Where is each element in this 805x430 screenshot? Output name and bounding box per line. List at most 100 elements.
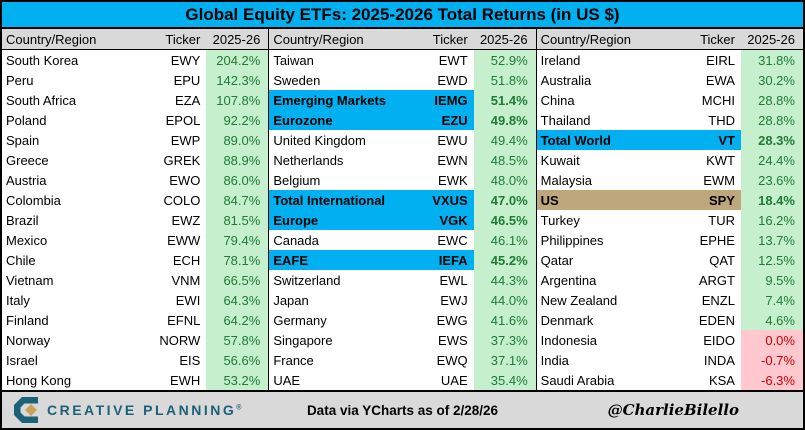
country-cell: Eurozone: [269, 110, 410, 130]
return-cell: 9.5%: [740, 270, 803, 290]
ticker-cell: UAE: [440, 372, 468, 388]
country-cell: Total World: [536, 130, 677, 150]
table-row: China MCHI 28.8%: [537, 90, 803, 110]
ticker-cell: EWQ: [436, 352, 468, 368]
country-cell: Indonesia: [540, 332, 598, 348]
table-row: Finland EFNL 64.2%: [2, 310, 269, 330]
table-row: Canada EWC 46.1%: [269, 230, 536, 250]
return-cell: 51.8%: [473, 70, 536, 90]
ticker-cell: EWD: [437, 72, 468, 88]
ticker-cell: VXUS: [409, 190, 474, 210]
etf-table-2: Country/Region Ticker 2025-26 Taiwan EWT 52.9…: [268, 29, 536, 390]
country-cell: Philippines: [540, 232, 604, 248]
ticker-cell: EWP: [170, 132, 201, 148]
return-cell: 0.0%: [740, 330, 803, 350]
footer: Data via YCharts as of 2/28/26 CREATIVE …: [2, 390, 803, 428]
country-cell: India: [540, 352, 569, 368]
column-header-ticker: Ticker: [165, 31, 201, 47]
ticker-cell: EPHE: [699, 232, 735, 248]
ticker-cell: EWC: [437, 232, 468, 248]
data-source-note: Data via YCharts as of 2/28/26: [306, 402, 499, 418]
ticker-cell: EWL: [439, 272, 468, 288]
country-cell: Austria: [6, 172, 47, 188]
country-cell: Argentina: [540, 272, 597, 288]
return-cell: 28.3%: [740, 130, 803, 150]
registered-mark: ®: [236, 404, 244, 412]
table-row: Indonesia EIDO 0.0%: [537, 330, 803, 350]
ticker-cell: EWN: [437, 152, 468, 168]
ticker-cell: QAT: [709, 252, 735, 268]
return-cell: 47.0%: [473, 190, 536, 210]
table-row: Taiwan EWT 52.9%: [269, 50, 536, 70]
return-cell: 46.5%: [473, 210, 536, 230]
ticker-cell: EWO: [169, 172, 201, 188]
table-row: Emerging Markets IEMG 51.4%: [269, 90, 536, 110]
return-cell: 56.6%: [206, 350, 269, 370]
table-row: Spain EWP 89.0%: [2, 130, 269, 150]
table-row: Kuwait KWT 24.4%: [537, 150, 803, 170]
ticker-cell: EPOL: [165, 112, 201, 128]
column-header-ticker: Ticker: [432, 31, 468, 47]
table-row: Italy EWI 64.3%: [2, 290, 269, 310]
return-cell: 78.1%: [206, 250, 269, 270]
country-cell: Saudi Arabia: [540, 372, 615, 388]
ticker-cell: EWW: [167, 232, 201, 248]
tables-container: Country/Region Ticker 2025-26 South Korea EW…: [2, 29, 803, 390]
country-cell: Poland: [6, 112, 47, 128]
country-cell: Belgium: [273, 172, 321, 188]
country-cell: Italy: [6, 292, 30, 308]
country-cell: South Africa: [6, 92, 77, 108]
table-row: Netherlands EWN 48.5%: [269, 150, 536, 170]
table-row: Peru EPU 142.3%: [2, 70, 269, 90]
table-row: UAE UAE 35.4%: [269, 370, 536, 390]
table-header-row: Country/Region Ticker 2025-26: [269, 29, 536, 50]
country-cell: Qatar: [540, 252, 574, 268]
ticker-cell: EFNL: [167, 312, 201, 328]
column-header-ticker: Ticker: [700, 31, 735, 47]
ticker-cell: THD: [708, 112, 735, 128]
return-cell: 48.0%: [473, 170, 536, 190]
table-row: India INDA -0.7%: [537, 350, 803, 370]
table-row: South Korea EWY 204.2%: [2, 50, 269, 70]
ticker-cell: ENZL: [701, 292, 735, 308]
return-cell: 7.4%: [740, 290, 803, 310]
country-cell: Greece: [6, 152, 49, 168]
country-cell: Malaysia: [540, 172, 592, 188]
table-row: New Zealand ENZL 7.4%: [537, 290, 803, 310]
table-row: Sweden EWD 51.8%: [269, 70, 536, 90]
return-cell: 37.3%: [473, 330, 536, 350]
country-cell: Hong Kong: [6, 372, 72, 388]
country-cell: Germany: [273, 312, 327, 328]
country-cell: Europe: [269, 210, 410, 230]
ticker-cell: INDA: [703, 352, 735, 368]
country-cell: Chile: [6, 252, 36, 268]
creative-planning-c-icon: [14, 397, 38, 423]
column-header-country: Country/Region: [6, 31, 97, 47]
ticker-cell: EWG: [436, 312, 468, 328]
ticker-cell: VGK: [409, 210, 474, 230]
table-row: Eurozone EZU 49.8%: [269, 110, 536, 130]
table-row: United Kingdom EWU 49.4%: [269, 130, 536, 150]
return-cell: 52.9%: [473, 50, 536, 70]
table-row: Singapore EWS 37.3%: [269, 330, 536, 350]
return-cell: 142.3%: [206, 70, 269, 90]
return-cell: 53.2%: [206, 370, 269, 390]
table-row: Saudi Arabia KSA -6.3%: [537, 370, 803, 390]
table-row: France EWQ 37.1%: [269, 350, 536, 370]
ticker-cell: EWZ: [171, 212, 201, 228]
return-cell: 49.8%: [473, 110, 536, 130]
table-row: Thailand THD 28.8%: [537, 110, 803, 130]
column-header-country: Country/Region: [273, 31, 364, 47]
table-row: Colombia COLO 84.7%: [2, 190, 269, 210]
ticker-cell: EWH: [169, 372, 201, 388]
country-cell: Canada: [273, 232, 319, 248]
ticker-cell: GREK: [163, 152, 201, 168]
ticker-cell: EIDO: [703, 332, 735, 348]
return-cell: 30.2%: [740, 70, 803, 90]
table-row: Malaysia EWM 23.6%: [537, 170, 803, 190]
return-cell: 84.7%: [206, 190, 269, 210]
return-cell: 51.4%: [473, 90, 536, 110]
table-row: Hong Kong EWH 53.2%: [2, 370, 269, 390]
return-cell: 31.8%: [740, 50, 803, 70]
